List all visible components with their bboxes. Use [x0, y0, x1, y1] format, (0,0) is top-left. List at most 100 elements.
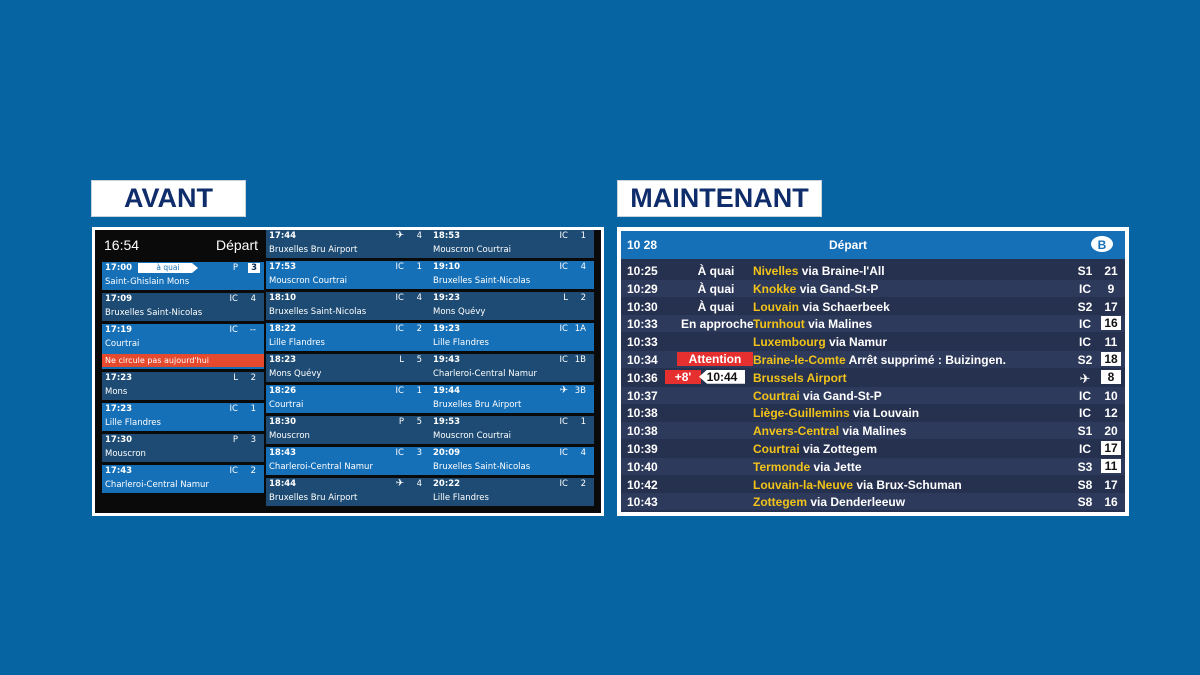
platform-number: 16: [1101, 316, 1121, 331]
route-via: via Malines: [808, 317, 873, 332]
platform-number: 1: [416, 262, 422, 272]
departure-time: 10:34: [627, 352, 658, 367]
old-departure-cell: 17:44 ✈ 4 Bruxelles Bru Airport: [266, 230, 430, 258]
destination: Bruxelles Saint-Nicolas: [433, 462, 531, 472]
platform-number: 4: [580, 262, 586, 272]
new-board-title: Départ: [829, 238, 868, 252]
old-departure-cell: 20:09 IC 4 Bruxelles Saint-Nicolas: [430, 447, 594, 475]
train-type: IC: [395, 262, 404, 272]
departure-time: 10:33: [627, 335, 658, 350]
departure-time: 10:25: [627, 264, 658, 278]
destination-name: Louvain-la-Neuve: [753, 477, 854, 492]
train-type: IC: [395, 324, 404, 334]
departure-time: 17:44: [269, 231, 297, 241]
train-type: IC: [1079, 441, 1091, 456]
destination-name: Knokke: [753, 281, 797, 296]
destination-name: Liège-Guillemins: [753, 406, 850, 421]
platform-number: 4: [416, 479, 422, 489]
destination: Courtrai: [269, 400, 304, 410]
destination-name: Courtrai: [753, 441, 800, 456]
train-type: S2: [1077, 352, 1093, 367]
train-type: L: [233, 373, 238, 383]
route-via: via Jette: [813, 459, 862, 474]
departure-time: 10:40: [627, 459, 658, 474]
destination: Nivelles via Braine-l'All: [753, 264, 885, 278]
cancellation-warning: Ne circule pas aujourd'hui: [102, 354, 264, 367]
departure-time: 10:30: [627, 299, 658, 314]
platform-number: 2: [580, 293, 586, 303]
platform-number: 5: [416, 355, 422, 365]
departure-row: 10:36 +8' 10:44 Brussels Airport ✈ 8: [621, 368, 1125, 386]
platform-number: 1: [250, 404, 256, 414]
train-type: IC: [559, 324, 568, 334]
departure-time: 19:23: [433, 324, 461, 334]
destination: Bruxelles Saint-Nicolas: [269, 307, 367, 317]
platform-number: 20: [1104, 424, 1118, 439]
train-type: S1: [1077, 424, 1093, 439]
departure-time: 18:44: [269, 479, 297, 489]
destination: Braine-le-Comte Arrêt supprimé : Buizing…: [753, 353, 1006, 367]
destination: Termonde via Jette: [753, 460, 862, 474]
destination: Mons: [105, 387, 128, 397]
old-board-column-2: 17:44 ✈ 4 Bruxelles Bru Airport 17:53 IC 1 Mous…: [266, 230, 430, 509]
platform-number: 11: [1104, 335, 1118, 350]
departure-time: 17:23: [105, 404, 133, 414]
train-type: S3: [1077, 459, 1093, 474]
route-via: via Zottegem: [803, 441, 878, 456]
route-via: via Louvain: [853, 406, 920, 421]
departure-time: 17:00: [105, 263, 133, 273]
avant-label-text: AVANT: [124, 183, 213, 213]
platform-number: 4: [580, 448, 586, 458]
destination-name: Termonde: [753, 459, 811, 474]
train-type: P: [232, 263, 238, 273]
destination: Anvers-Central via Malines: [753, 424, 906, 438]
old-departure-cell: 18:22 IC 2 Lille Flandres: [266, 323, 430, 351]
maintenant-label-text: MAINTENANT: [630, 183, 809, 213]
departure-time: 18:43: [269, 448, 297, 458]
destination: Mouscron: [105, 449, 146, 459]
destination: Courtrai via Gand-St-P: [753, 389, 882, 403]
destination-name: Anvers-Central: [753, 424, 840, 439]
departure-row: 10:42 Louvain-la-Neuve via Brux-Schuman S8…: [621, 475, 1125, 493]
destination: Bruxelles Bru Airport: [269, 493, 358, 503]
platform-number: 2: [250, 373, 256, 383]
sncb-logo-icon: B: [1091, 236, 1113, 252]
platform-number: 2: [580, 479, 586, 489]
train-type: IC: [1079, 281, 1091, 296]
departure-time: 17:23: [105, 373, 133, 383]
departure-time: 10:38: [627, 424, 658, 439]
destination: Charleroi-Central Namur: [433, 369, 537, 379]
train-type: IC: [229, 404, 238, 414]
departure-row: 10:40 Termonde via Jette S3 11: [621, 457, 1125, 475]
departure-time: 19:53: [433, 417, 461, 427]
train-type: IC: [559, 448, 568, 458]
delay-indicator: +8' 10:44: [665, 369, 745, 384]
platform-number: 12: [1104, 406, 1118, 421]
destination: Charleroi-Central Namur: [269, 462, 373, 472]
train-type: IC: [559, 355, 568, 365]
train-type: S8: [1077, 495, 1093, 510]
old-departure-cell: 18:26 IC 1 Courtrai: [266, 385, 430, 413]
train-type: IC: [559, 262, 568, 272]
old-departure-cell: 17:53 IC 1 Mouscron Courtrai: [266, 261, 430, 289]
old-board-header: 16:54 Départ: [102, 230, 264, 262]
departure-time: 10:29: [627, 281, 658, 296]
departure-row: 10:38 Anvers-Central via Malines S1 20: [621, 422, 1125, 440]
train-type: IC: [1079, 317, 1091, 332]
sncb-logo-letter: B: [1098, 238, 1107, 250]
departure-time: 18:23: [269, 355, 297, 365]
new-board-rows: 10:25 À quai Nivelles via Braine-l'All S1 21…: [621, 262, 1125, 511]
platform-number: 3B: [574, 386, 586, 396]
destination: Lille Flandres: [105, 418, 161, 428]
platform-number: 18: [1101, 351, 1121, 366]
route-via: via Gand-St-P: [803, 388, 882, 403]
departure-row: 10:25 À quai Nivelles via Braine-l'All S1 21: [621, 262, 1125, 279]
train-type: IC: [395, 293, 404, 303]
new-board-screen: 10 28 Départ B 10:25 À quai Nivelles via B…: [621, 231, 1125, 512]
train-type: S2: [1077, 299, 1093, 314]
departure-row: 10:33 Luxembourg via Namur IC 11: [621, 333, 1125, 351]
platform-number: 9: [1107, 281, 1115, 296]
old-board-column-3: 18:53 IC 1 Mouscron Courtrai 19:10 IC 4 Bruxell…: [430, 230, 594, 509]
platform-number: 2: [250, 466, 256, 476]
platform-number: 1B: [574, 355, 586, 365]
